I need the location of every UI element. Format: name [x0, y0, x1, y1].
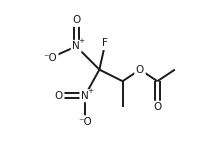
Text: ⁻O: ⁻O [43, 53, 57, 63]
Text: F: F [102, 39, 108, 48]
Text: N: N [72, 41, 80, 51]
Text: ⁻O: ⁻O [78, 117, 92, 127]
Text: O: O [153, 102, 162, 112]
Text: N: N [81, 91, 89, 101]
Text: +: + [87, 88, 93, 94]
Text: O: O [55, 91, 63, 101]
Text: O: O [72, 15, 80, 25]
Text: +: + [78, 38, 84, 44]
Text: O: O [136, 65, 144, 75]
